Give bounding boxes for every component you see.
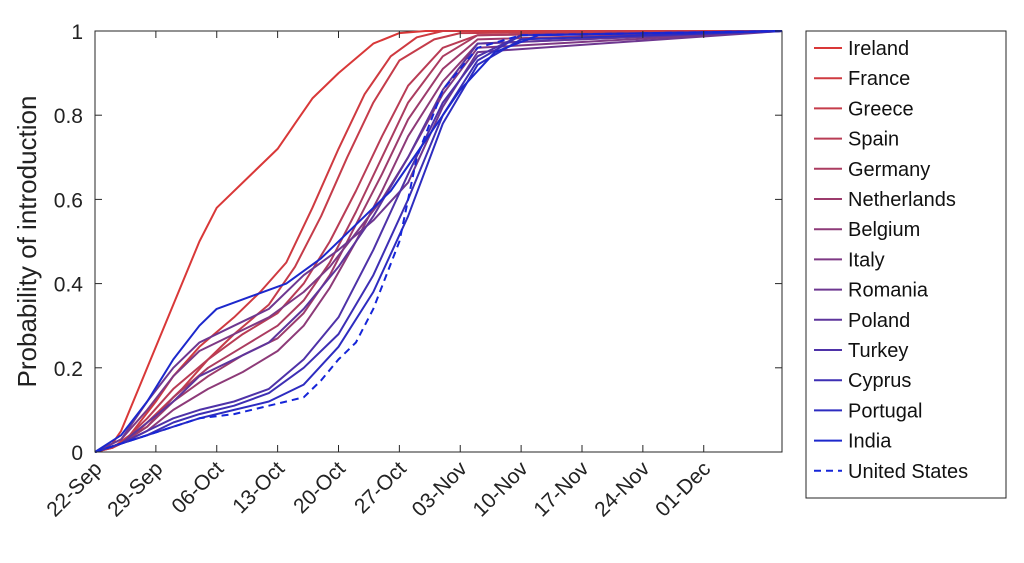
y-tick-label: 0.4	[54, 274, 84, 297]
x-tick-label: 27-Oct	[350, 457, 411, 518]
series-line-cyprus	[94, 30, 783, 453]
series-line-greece	[94, 30, 783, 453]
x-tick-label: 29-Sep	[103, 457, 167, 521]
legend-label: Ireland	[848, 38, 909, 60]
x-tick-label: 20-Oct	[289, 457, 350, 518]
x-tick-label: 22-Sep	[42, 457, 106, 521]
legend: Ireland France Greece Spain Germany Netherlan…	[805, 30, 1007, 499]
legend-label: India	[848, 431, 892, 453]
x-tick-label: 10-Nov	[469, 457, 533, 521]
series-line-romania	[94, 30, 783, 453]
series-lines	[94, 30, 783, 453]
legend-label: Belgium	[848, 219, 920, 241]
legend-label: Portugal	[848, 400, 923, 422]
series-line-portugal	[94, 30, 783, 453]
x-tick-label: 24-Nov	[590, 457, 654, 521]
series-line-turkey	[94, 30, 783, 453]
y-tick-label: 0	[71, 442, 83, 465]
series-line-france	[94, 30, 782, 453]
series-line-india	[94, 30, 783, 453]
legend-label: Cyprus	[848, 370, 911, 392]
legend-label: Poland	[848, 310, 910, 332]
legend-label: Romania	[848, 280, 929, 302]
legend-label: Italy	[848, 249, 885, 271]
x-tick-label: 03-Nov	[408, 457, 472, 521]
y-tick-label: 1	[71, 21, 83, 44]
x-tick-label: 01-Dec	[651, 457, 715, 521]
series-line-netherlands	[94, 30, 783, 453]
legend-label: Germany	[848, 159, 930, 181]
x-tick-label: 06-Oct	[167, 457, 228, 518]
series-line-spain	[94, 30, 783, 453]
plot-area	[94, 30, 783, 453]
series-line-ireland	[94, 30, 782, 453]
legend-label: France	[848, 68, 910, 90]
y-tick-label: 0.2	[54, 358, 83, 381]
y-tick-label: 0.8	[54, 105, 83, 128]
series-line-italy	[94, 30, 783, 453]
x-tick-label: 17-Nov	[529, 457, 593, 521]
x-tick-label: 13-Oct	[228, 457, 289, 518]
series-line-belgium	[94, 30, 783, 453]
legend-label: Greece	[848, 98, 914, 120]
legend-box	[805, 30, 1007, 499]
legend-label: United States	[848, 461, 968, 483]
y-tick-label: 0.6	[54, 189, 83, 212]
legend-label: Netherlands	[848, 189, 956, 211]
legend-label: Spain	[848, 129, 899, 151]
series-line-united-states	[94, 30, 783, 453]
y-axis: 0 0.2 0.4 0.6 0.8 1	[54, 21, 782, 465]
legend-label: Turkey	[848, 340, 908, 362]
series-line-poland	[94, 30, 783, 453]
plot-frame	[94, 30, 783, 453]
y-axis-title: Probability of introduction	[12, 96, 42, 388]
series-line-germany	[94, 30, 783, 453]
